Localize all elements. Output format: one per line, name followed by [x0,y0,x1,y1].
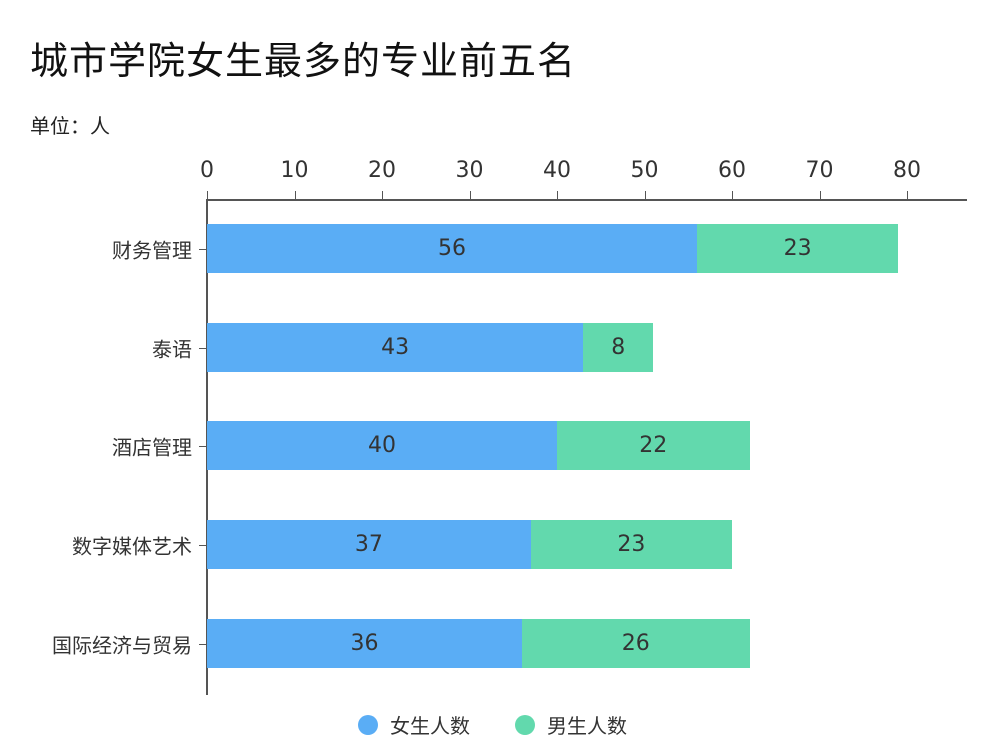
y-category-label: 财务管理 [112,238,192,262]
legend-item-male[interactable]: 男生人数 [515,710,627,739]
legend-item-female[interactable]: 女生人数 [358,710,470,739]
y-tick-mark [199,445,207,447]
x-tick-mark [819,191,821,200]
x-tick-label: 10 [280,158,309,183]
x-tick-label: 60 [718,158,746,183]
legend: 女生人数 男生人数 [0,710,992,740]
x-tick-label: 30 [455,158,484,183]
x-tick-mark [469,191,471,200]
unit-label: 单位：人 [30,114,110,138]
x-tick-label: 50 [630,158,659,183]
x-tick-label: 40 [543,158,571,183]
y-category-label: 国际经济与贸易 [52,633,192,657]
bar-female[interactable]: 56 [207,224,697,273]
legend-label: 女生人数 [390,714,470,738]
x-tick-mark [732,191,733,200]
y-category-label: 数字媒体艺术 [72,534,192,558]
legend-dot-icon [515,714,535,735]
bar-female[interactable]: 36 [207,619,522,668]
x-tick-label: 70 [805,158,834,183]
y-tick-mark [199,643,207,645]
bar-female[interactable]: 37 [207,520,531,569]
bar-male[interactable]: 8 [583,323,654,372]
y-category-label: 酒店管理 [112,435,192,459]
chart-title: 城市学院女生最多的专业前五名 [30,39,577,83]
legend-dot-icon [358,714,378,735]
x-axis-line [207,199,967,201]
bar-male[interactable]: 22 [557,421,750,470]
x-tick-mark [557,191,558,200]
bar-female[interactable]: 43 [207,323,584,372]
legend-label: 男生人数 [547,714,627,738]
bar-male[interactable]: 26 [522,619,750,668]
bar-male[interactable]: 23 [530,520,732,569]
x-tick-mark [294,191,296,200]
x-tick-mark [382,191,383,200]
x-tick-label: 0 [200,158,214,183]
bar-male[interactable]: 23 [697,224,899,273]
x-tick-label: 20 [368,158,396,183]
x-tick-mark [644,191,646,200]
x-tick-mark [907,191,908,200]
x-tick-mark [207,191,208,200]
y-tick-mark [199,347,207,349]
bar-female[interactable]: 40 [207,421,557,470]
y-category-label: 泰语 [152,337,192,361]
x-tick-label: 80 [893,158,921,183]
y-tick-mark [199,544,207,546]
y-tick-mark [199,248,207,250]
